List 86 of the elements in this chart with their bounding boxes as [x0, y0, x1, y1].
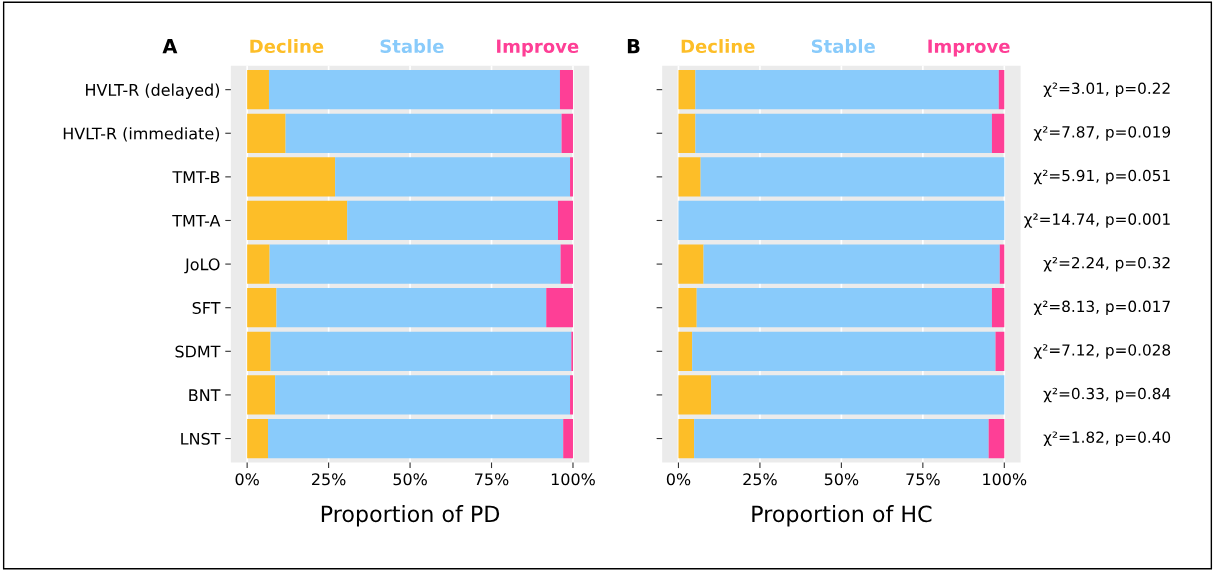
- x-tick-label: 25%: [743, 473, 777, 486]
- x-tick-label: 100%: [983, 473, 1027, 486]
- bar: [678, 157, 701, 197]
- bar: [268, 70, 560, 110]
- bar: [678, 113, 696, 153]
- text: χ²=0.33, p=0.84: [1043, 387, 1171, 403]
- x-tick-label: 25%: [312, 473, 346, 486]
- bar: [560, 244, 573, 284]
- y-tick-label: TMT-A: [172, 214, 221, 227]
- text: χ²=8.13, p=0.017: [1033, 300, 1170, 316]
- series-label: Improve: [928, 39, 1010, 57]
- series-label: Decline: [681, 39, 755, 54]
- bar: [570, 157, 573, 197]
- text: χ²=14.74, p=0.001: [1024, 213, 1170, 228]
- bar: [275, 375, 571, 415]
- bar: [703, 244, 1000, 284]
- bar: [557, 200, 573, 241]
- bar: [276, 288, 547, 328]
- y-tick-label: SFT: [192, 301, 221, 314]
- x-axis-title: Proportion of PD: [321, 505, 500, 527]
- bar: [561, 113, 573, 153]
- y-tick-label: HVLT-R (delayed): [86, 83, 220, 100]
- bar: [570, 375, 573, 415]
- x-tick-label: 75%: [475, 473, 509, 486]
- text: χ²=1.82, p=0.40: [1043, 431, 1171, 446]
- bar: [695, 70, 999, 110]
- chart-title: B: [627, 39, 640, 54]
- bar: [991, 113, 1005, 153]
- bar: [678, 200, 1005, 241]
- bar: [247, 113, 286, 153]
- x-tick-label: 50%: [393, 473, 427, 486]
- bar: [546, 288, 573, 328]
- y-tick-label: LNST: [181, 432, 221, 445]
- bar: [285, 113, 562, 153]
- bar: [711, 375, 1005, 415]
- chart-title: A: [162, 39, 178, 54]
- bar: [678, 331, 693, 371]
- series-label: Decline: [250, 39, 324, 54]
- text: χ²=3.01, p=0.22: [1043, 82, 1170, 98]
- y-tick-label: HVLT-R (immediate): [63, 127, 220, 142]
- x-tick-label: 100%: [551, 473, 595, 486]
- bar: [995, 331, 1005, 371]
- bar: [678, 288, 697, 328]
- x-tick-label: 0%: [666, 473, 691, 486]
- text: χ²=2.24, p=0.32: [1043, 256, 1170, 272]
- series-label: Improve: [497, 39, 579, 57]
- bar: [678, 418, 695, 459]
- y-tick-label: JoLO: [184, 258, 220, 274]
- bar: [247, 288, 277, 328]
- bar: [347, 200, 558, 241]
- bar: [695, 113, 992, 153]
- bar: [269, 244, 561, 284]
- bar: [247, 331, 271, 371]
- bar: [247, 375, 276, 415]
- x-tick-label: 50%: [824, 473, 859, 486]
- bar: [335, 157, 571, 197]
- text: χ²=5.91, p=0.051: [1033, 169, 1170, 185]
- bar: [268, 418, 564, 459]
- bar: [247, 244, 270, 284]
- x-tick-label: 0%: [235, 473, 259, 486]
- bar: [692, 331, 996, 371]
- bar: [247, 418, 268, 459]
- series-label: Stable: [380, 39, 444, 54]
- y-tick-label: SDMT: [175, 345, 221, 358]
- bar: [998, 70, 1005, 110]
- bar: [696, 288, 992, 328]
- x-axis-title: Proportion of HC: [752, 505, 932, 527]
- bar: [694, 418, 989, 459]
- text: χ²=7.12, p=0.028: [1033, 344, 1171, 359]
- bar: [563, 418, 573, 459]
- bar: [700, 157, 1005, 197]
- bar: [991, 288, 1005, 328]
- text: χ²=7.87, p=0.019: [1033, 126, 1171, 141]
- bar: [678, 244, 704, 284]
- series-label: Stable: [811, 39, 875, 54]
- bar: [270, 331, 572, 371]
- bar: [247, 157, 336, 197]
- bar: [678, 70, 696, 110]
- bar: [988, 418, 1005, 459]
- y-tick-label: TMT-B: [172, 171, 220, 183]
- bar: [247, 200, 348, 241]
- bar: [678, 375, 712, 415]
- bar: [247, 70, 269, 110]
- bar: [559, 70, 573, 110]
- y-tick-label: BNT: [189, 389, 221, 401]
- x-tick-label: 75%: [906, 473, 940, 486]
